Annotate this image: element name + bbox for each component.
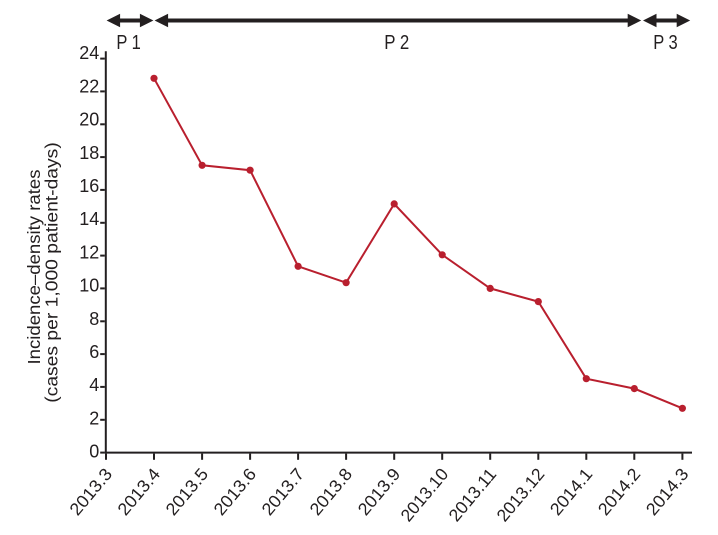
svg-text:18: 18	[79, 143, 99, 163]
svg-text:24: 24	[79, 43, 99, 63]
svg-text:2013.6: 2013.6	[209, 464, 260, 519]
svg-text:14: 14	[79, 209, 99, 229]
svg-text:P 2: P 2	[384, 32, 409, 54]
svg-text:2: 2	[89, 408, 99, 428]
svg-text:20: 20	[79, 110, 99, 130]
svg-text:10: 10	[79, 276, 99, 296]
svg-text:2014.3: 2014.3	[642, 464, 693, 519]
svg-text:4: 4	[89, 375, 99, 395]
svg-text:12: 12	[79, 242, 99, 262]
svg-text:16: 16	[79, 176, 99, 196]
svg-text:2013.7: 2013.7	[257, 464, 308, 519]
svg-text:2013.10: 2013.10	[396, 464, 452, 525]
svg-text:2013.11: 2013.11	[444, 464, 500, 525]
svg-text:2014.2: 2014.2	[594, 464, 645, 519]
svg-text:2013.3: 2013.3	[65, 464, 116, 519]
svg-text:Incidence–density rates: Incidence–density rates	[24, 169, 44, 364]
svg-text:2013.12: 2013.12	[493, 464, 549, 525]
svg-text:22: 22	[79, 76, 99, 96]
svg-text:P 1: P 1	[116, 32, 141, 54]
svg-text:2013.5: 2013.5	[161, 464, 212, 519]
svg-text:2013.8: 2013.8	[305, 464, 356, 519]
svg-text:(cases per 1,000 patient-days): (cases per 1,000 patient-days)	[42, 142, 62, 403]
svg-text:6: 6	[89, 342, 99, 362]
svg-text:2013.4: 2013.4	[113, 464, 164, 519]
svg-text:2014.1: 2014.1	[546, 464, 597, 519]
svg-text:0: 0	[89, 442, 99, 462]
svg-text:P 3: P 3	[653, 32, 678, 54]
svg-text:8: 8	[89, 309, 99, 329]
